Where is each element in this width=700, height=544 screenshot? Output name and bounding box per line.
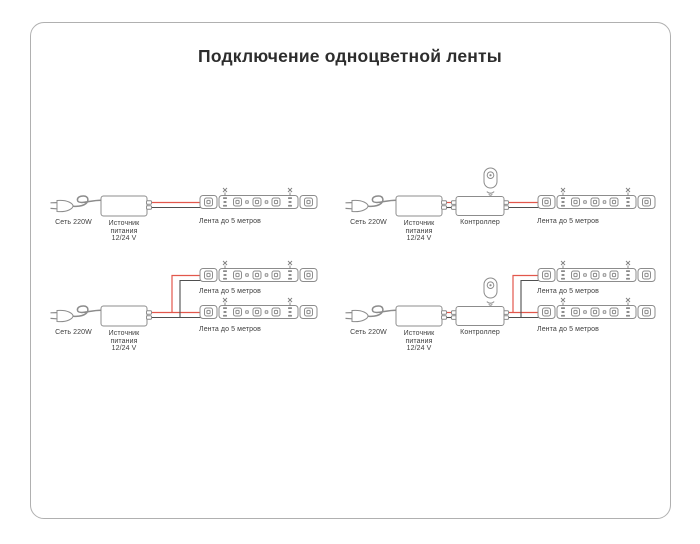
mains-label: Сеть 220W [55,218,92,226]
psu-label: Источник питания [403,219,435,235]
psu-label: Источник питания [108,329,140,345]
controller-label: Контроллер [460,218,500,226]
led-strip [199,260,318,282]
strip-label: Лента до 5 метров [199,325,261,333]
led-strip [199,187,318,209]
wire-positive-branch [512,274,540,313]
wire-negative-branch [179,279,202,318]
led-strip [537,260,656,282]
wire-positive-branch [171,274,202,313]
wire-negative-branch [520,279,540,318]
power-plug-icon [49,305,102,323]
strip-label: Лента до 5 метров [537,287,599,295]
diagram-basic [49,187,318,217]
voltage-label: 12/24 V [406,234,432,242]
remote-control-icon [483,277,498,306]
led-strip [537,297,656,319]
strip-label: Лента до 5 метров [537,325,599,333]
led-strip [537,187,656,209]
power-supply [395,195,447,217]
voltage-label: 12/24 V [111,234,137,242]
power-plug-icon [344,305,397,323]
diagram-controller-two-strips [344,260,656,327]
psu-label: Источник питания [403,329,435,345]
led-strip [199,297,318,319]
power-supply [395,305,447,327]
diagram-with-controller [344,167,656,217]
controller [451,306,509,326]
power-supply [100,305,152,327]
remote-control-icon [483,167,498,196]
power-plug-icon [344,195,397,213]
mains-label: Сеть 220W [350,328,387,336]
mains-label: Сеть 220W [55,328,92,336]
voltage-label: 12/24 V [111,344,137,352]
strip-label: Лента до 5 метров [537,218,599,225]
power-supply [100,195,152,217]
psu-label: Источник питания [108,219,140,235]
page-title: Подключение одноцветной ленты [198,46,502,66]
controller-label: Контроллер [460,328,500,336]
diagram-two-strips [49,260,318,327]
controller [451,196,509,216]
mains-label: Сеть 220W [350,218,387,226]
strip-label: Лента до 5 метров [199,287,261,295]
voltage-label: 12/24 V [406,344,432,352]
strip-label: Лента до 5 метров [199,218,261,225]
power-plug-icon [49,195,102,213]
